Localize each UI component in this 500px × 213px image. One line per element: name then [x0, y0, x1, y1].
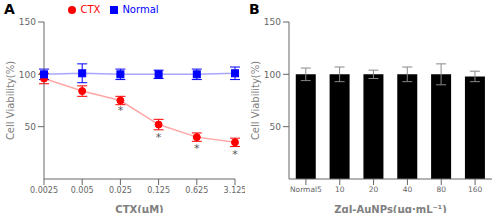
svg-text:*: * — [232, 148, 238, 161]
svg-text:Cell Viability(%): Cell Viability(%) — [8, 61, 16, 140]
svg-text:150: 150 — [19, 17, 36, 27]
svg-text:*: * — [194, 142, 200, 155]
html-text:B: B — [249, 1, 260, 17]
svg-text:0.625: 0.625 — [185, 186, 208, 195]
svg-text:160: 160 — [468, 185, 483, 194]
svg-text:Normal5: Normal5 — [290, 185, 322, 194]
svg-text:10: 10 — [335, 185, 345, 194]
svg-text:0.125: 0.125 — [147, 186, 170, 195]
svg-text:ZgI-AuNPs(μg·mL⁻¹): ZgI-AuNPs(μg·mL⁻¹) — [334, 204, 447, 213]
svg-text:Cell Viability(%): Cell Viability(%) — [250, 61, 261, 140]
svg-text:CTX(μM): CTX(μM) — [115, 204, 163, 213]
svg-text:0.0025: 0.0025 — [30, 186, 58, 195]
svg-text:20: 20 — [369, 185, 379, 194]
html-text:A: A — [4, 1, 15, 17]
svg-text:50: 50 — [25, 122, 37, 132]
svg-text:150: 150 — [264, 17, 281, 27]
svg-text:100: 100 — [264, 70, 281, 80]
svg-text:3.125: 3.125 — [224, 186, 245, 195]
svg-text:80: 80 — [436, 185, 446, 194]
svg-text:*: * — [118, 104, 124, 117]
svg-text:0.025: 0.025 — [109, 186, 132, 195]
html-text:CTX: CTX — [80, 4, 101, 15]
svg-text:*: * — [156, 131, 162, 144]
html-text:Normal: Normal — [122, 4, 159, 15]
svg-text:40: 40 — [403, 185, 413, 194]
svg-text:50: 50 — [270, 122, 282, 132]
svg-text:0.005: 0.005 — [71, 186, 94, 195]
svg-text:100: 100 — [19, 70, 36, 80]
